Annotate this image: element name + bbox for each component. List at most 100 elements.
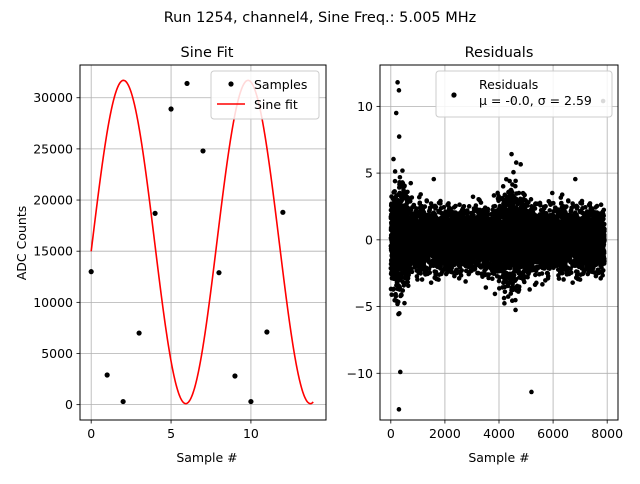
residual-point [457, 202, 462, 207]
left-xlabel: Sample # [176, 450, 237, 465]
residual-point [429, 280, 434, 285]
residual-point [389, 292, 394, 297]
residual-point [406, 283, 411, 288]
sample-point [248, 399, 253, 404]
residual-point [415, 277, 420, 282]
residual-point [396, 300, 401, 305]
residual-point [513, 308, 518, 313]
residual-point [410, 270, 415, 275]
sample-point [89, 269, 94, 274]
residual-point [400, 288, 405, 293]
residual-point [408, 181, 413, 186]
residual-point [392, 189, 397, 194]
residual-point [453, 204, 458, 209]
left-legend: Samples Sine fit [211, 71, 319, 119]
residual-point [513, 179, 518, 184]
residual-point [467, 204, 472, 209]
left-ytick-label: 5000 [41, 346, 73, 361]
residual-point [442, 205, 447, 210]
residual-point [402, 301, 407, 306]
sample-point [200, 148, 205, 153]
residual-point [399, 293, 404, 298]
right-chart-title: Residuals [465, 45, 534, 61]
residual-point [463, 279, 468, 284]
residual-point [446, 201, 451, 206]
left-ytick-label: 10000 [33, 295, 73, 310]
sample-point [264, 329, 269, 334]
left-xtick-label: 5 [167, 426, 175, 441]
figure-suptitle: Run 1254, channel4, Sine Freq.: 5.005 MH… [164, 10, 477, 26]
sample-point [232, 373, 237, 378]
residual-point [509, 152, 514, 157]
residual-point [418, 271, 423, 276]
residual-point [410, 195, 415, 200]
residual-point [414, 206, 419, 211]
residual-point [513, 184, 518, 189]
residual-point [471, 195, 476, 200]
residual-point [493, 292, 498, 297]
residual-point [427, 270, 432, 275]
left-ytick-label: 0 [65, 397, 73, 412]
sample-point [216, 270, 221, 275]
residual-point [492, 193, 497, 198]
residual-point [503, 289, 508, 294]
residual-point [393, 294, 398, 299]
sample-point [105, 372, 110, 377]
residual-point [431, 177, 436, 182]
residual-point [425, 199, 430, 204]
residual-point [511, 170, 516, 175]
residual-point [405, 190, 410, 195]
residual-point [459, 268, 464, 273]
residual-point [397, 134, 402, 139]
legend-samples-marker [228, 81, 233, 86]
residual-point [490, 276, 495, 281]
residual-point [486, 207, 491, 212]
residual-point [510, 190, 515, 195]
residual-point [462, 204, 467, 209]
residual-point [406, 273, 411, 278]
sample-point [152, 211, 157, 216]
residual-point [434, 205, 439, 210]
legend-sine-fit-label: Sine fit [254, 97, 298, 112]
sample-point [137, 330, 142, 335]
residual-point [493, 204, 498, 209]
residual-point [502, 301, 507, 306]
residual-point [501, 184, 506, 189]
residual-point [484, 285, 489, 290]
legend-samples-label: Samples [254, 77, 307, 92]
residual-point [438, 199, 443, 204]
residual-point [423, 204, 428, 209]
sample-point [280, 210, 285, 215]
left-xtick-label: 0 [87, 426, 95, 441]
residual-point [391, 157, 396, 162]
residual-point [513, 298, 518, 303]
residual-point [514, 160, 519, 165]
sample-point [184, 81, 189, 86]
residual-point [402, 184, 407, 189]
residual-point [418, 192, 423, 197]
left-ytick-label: 20000 [33, 193, 73, 208]
left-ytick-label: 30000 [33, 90, 73, 105]
residual-point [398, 175, 403, 180]
left-ylabel: ADC Counts [14, 206, 29, 281]
sample-point [168, 106, 173, 111]
left-ytick-label: 25000 [33, 141, 73, 156]
residual-point [393, 179, 398, 184]
residual-point [400, 168, 405, 173]
residual-point [436, 277, 441, 282]
residual-point [517, 191, 522, 196]
residual-point [479, 200, 484, 205]
left-xtick-label: 10 [243, 426, 259, 441]
residual-point [420, 277, 425, 282]
residual-point [517, 284, 522, 289]
residual-point [393, 169, 398, 174]
residual-point [459, 273, 464, 278]
sample-point [121, 399, 126, 404]
residual-point [397, 311, 402, 316]
left-ytick-label: 15000 [33, 244, 73, 259]
residual-point [502, 296, 507, 301]
residual-point [518, 162, 523, 167]
left-chart-title: Sine Fit [181, 45, 234, 61]
